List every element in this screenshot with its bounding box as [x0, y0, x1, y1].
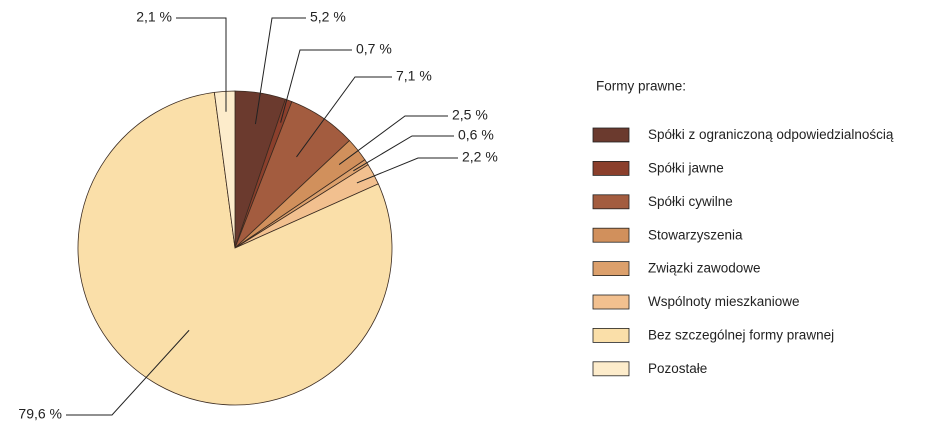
- data-label: 5,2 %: [310, 9, 346, 25]
- legend-swatch: [592, 194, 630, 210]
- legend-label: Spółki cywilne: [648, 194, 733, 209]
- legend-label: Wspólnoty mieszkaniowe: [648, 294, 800, 309]
- legend-label: Spółki jawne: [648, 160, 724, 175]
- legend-swatch: [592, 160, 630, 176]
- data-label: 7,1 %: [396, 68, 432, 84]
- data-label: 2,2 %: [462, 149, 498, 165]
- data-label: 79,6 %: [18, 406, 62, 422]
- data-label: 0,6 %: [458, 127, 494, 143]
- legend-swatch: [592, 294, 630, 310]
- data-label: 2,1 %: [136, 9, 172, 25]
- data-label: 0,7 %: [356, 41, 392, 57]
- leader-line: [176, 17, 227, 112]
- legend-swatch: [592, 227, 630, 243]
- legend-swatch: [592, 127, 630, 143]
- legend-title: Formy prawne:: [596, 79, 686, 94]
- legend-swatch: [592, 361, 630, 377]
- pie-slice: [213, 90, 236, 249]
- legend-swatch: [592, 261, 630, 277]
- legend-swatch: [592, 327, 630, 343]
- leader-line: [338, 115, 448, 165]
- pie-slice: [77, 91, 393, 406]
- leader-line: [280, 49, 352, 123]
- legend-label: Związki zawodowe: [648, 261, 761, 276]
- leader-line: [254, 17, 306, 125]
- leader-line: [296, 76, 392, 158]
- legend-label: Bez szczególnej formy prawnej: [648, 327, 834, 342]
- leader-line: [66, 329, 190, 416]
- legend-label: Pozostałe: [648, 361, 707, 376]
- legend-label: Stowarzyszenia: [648, 227, 743, 242]
- leader-line: [353, 135, 454, 172]
- leader-line: [356, 157, 458, 184]
- legend-label: Spółki z ograniczoną odpowiedzialnością: [648, 127, 894, 142]
- data-label: 2,5 %: [452, 107, 488, 123]
